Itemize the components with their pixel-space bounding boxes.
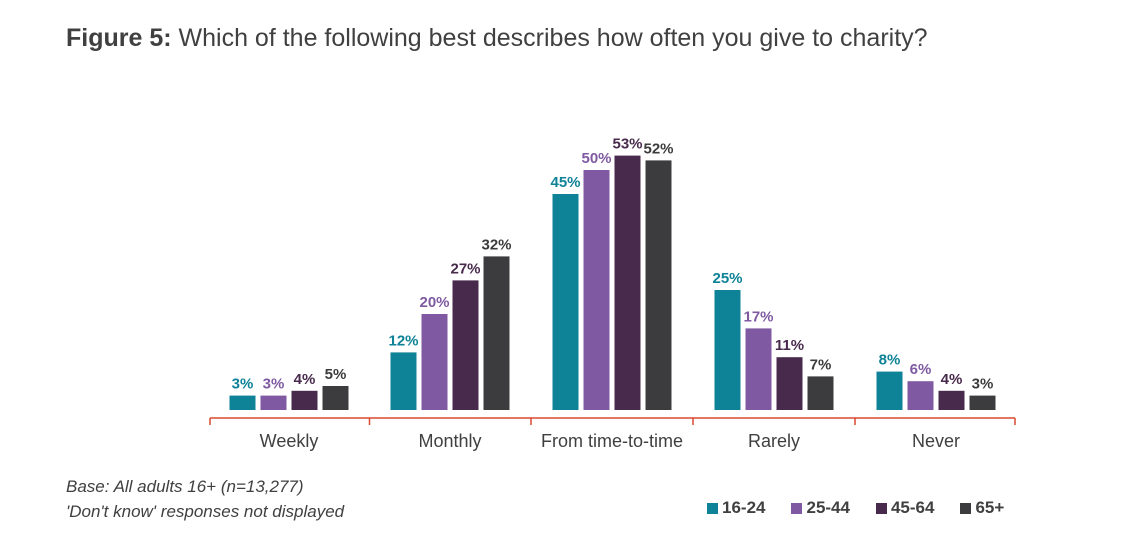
legend-label: 65+ [975, 498, 1005, 517]
legend-item: 16-24 [707, 498, 765, 518]
bar-25-44-from-time-to-time [583, 170, 610, 410]
data-label: 6% [910, 361, 932, 378]
data-label: 5% [325, 366, 347, 383]
data-label: 8% [879, 352, 901, 369]
legend-swatch [791, 502, 803, 514]
bar-65+-rarely [807, 376, 834, 410]
bar-25-44-rarely [745, 328, 772, 410]
legend-label: 16-24 [722, 498, 766, 517]
data-label: 3% [232, 376, 254, 393]
data-label: 4% [294, 371, 316, 388]
legend-label: 25-44 [806, 498, 850, 517]
legend-swatch [960, 502, 972, 514]
base-note: Base: All adults 16+ (n=13,277) [66, 477, 304, 496]
figure-label: Figure 5: [66, 24, 172, 52]
bar-16-24-weekly [229, 395, 256, 410]
data-label: 4% [941, 371, 963, 388]
data-label: 52% [643, 140, 673, 157]
bar-45-64-monthly [452, 280, 479, 410]
data-label: 12% [388, 332, 418, 349]
bar-65+-weekly [322, 386, 349, 410]
bar-16-24-from-time-to-time [552, 194, 579, 410]
category-label: From time-to-time [541, 431, 683, 451]
legend-swatch [707, 502, 718, 514]
bar-25-44-never [907, 381, 934, 410]
category-label: Never [912, 431, 960, 451]
bar-16-24-monthly [390, 352, 417, 410]
bar-16-24-never [876, 371, 903, 410]
category-label: Rarely [748, 431, 800, 451]
data-label: 3% [972, 376, 994, 393]
bar-16-24-rarely [714, 290, 741, 410]
category-label: Weekly [260, 431, 319, 451]
bar-chart: 3% 3% 4% 5%Weekly12%20%27%32%Monthly45%50%5… [209, 136, 1016, 451]
data-label: 3% [263, 376, 285, 393]
data-label: 25% [712, 270, 742, 287]
legend-item: 45-64 [875, 498, 935, 518]
data-label: 50% [581, 150, 611, 167]
data-label: 27% [450, 260, 480, 277]
chart-legend: 16-24 25-44 45-64 65+ [707, 498, 1004, 518]
legend-label: 45-64 [890, 498, 935, 517]
figure-question: Which of the following best describes ho… [178, 24, 928, 52]
bar-25-44-monthly [421, 314, 448, 410]
data-label: 45% [550, 174, 580, 191]
data-label: 11% [775, 337, 804, 354]
bar-45-64-rarely [776, 357, 803, 410]
data-label: 32% [481, 236, 511, 253]
dont-know-note: 'Don't know' responses not displayed [66, 502, 345, 521]
bar-65+-from-time-to-time [645, 160, 672, 410]
data-label: 7% [810, 356, 832, 373]
bar-45-64-from-time-to-time [614, 155, 641, 410]
data-label: 17% [743, 308, 773, 325]
legend-item: 25-44 [791, 498, 850, 518]
bar-45-64-weekly [291, 390, 318, 410]
category-label: Monthly [418, 431, 481, 451]
chart-notes: Base: All adults 16+ (n=13,277) 'Don't k… [66, 474, 344, 524]
bar-65+-monthly [483, 256, 510, 410]
legend-item: 65+ [960, 498, 1004, 518]
bar-25-44-weekly [260, 395, 287, 410]
legend-swatch [875, 502, 887, 514]
chart-title: Figure 5: Which of the following best de… [66, 24, 928, 53]
data-label: 53% [612, 136, 642, 153]
bar-65+-never [969, 395, 996, 410]
bar-45-64-never [938, 390, 965, 410]
data-label: 20% [419, 294, 449, 311]
